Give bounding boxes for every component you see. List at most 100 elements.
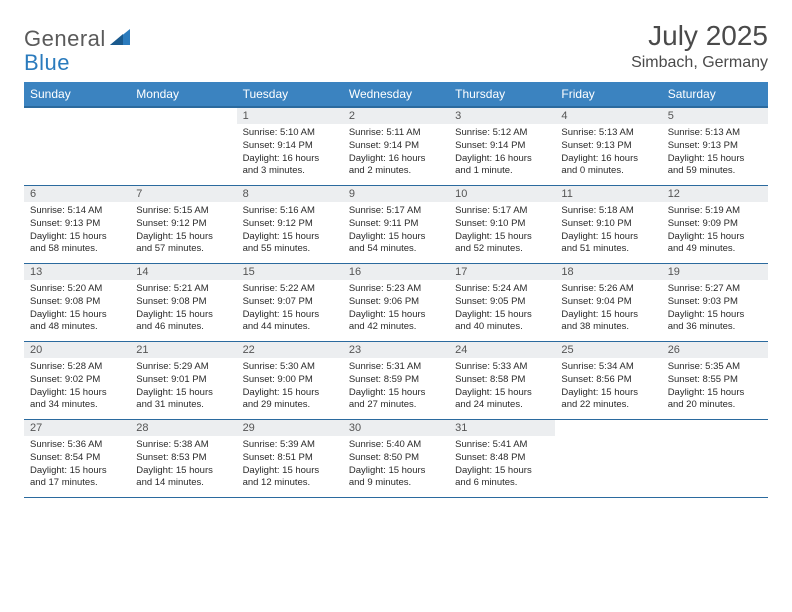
daylight-line: Daylight: 15 hours and 54 minutes. bbox=[349, 231, 443, 257]
sunset-line: Sunset: 8:50 PM bbox=[349, 452, 443, 465]
day-number: 28 bbox=[130, 420, 236, 436]
calendar-day: 23Sunrise: 5:31 AMSunset: 8:59 PMDayligh… bbox=[343, 342, 449, 420]
day-details: Sunrise: 5:23 AMSunset: 9:06 PMDaylight:… bbox=[343, 280, 449, 340]
day-number: 27 bbox=[24, 420, 130, 436]
sunset-line: Sunset: 9:08 PM bbox=[136, 296, 230, 309]
daylight-line: Daylight: 15 hours and 9 minutes. bbox=[349, 465, 443, 491]
daylight-line: Daylight: 15 hours and 17 minutes. bbox=[30, 465, 124, 491]
calendar-row: 27Sunrise: 5:36 AMSunset: 8:54 PMDayligh… bbox=[24, 420, 768, 498]
sunrise-line: Sunrise: 5:17 AM bbox=[349, 205, 443, 218]
daylight-line: Daylight: 15 hours and 14 minutes. bbox=[136, 465, 230, 491]
day-number: 18 bbox=[555, 264, 661, 280]
day-details: Sunrise: 5:15 AMSunset: 9:12 PMDaylight:… bbox=[130, 202, 236, 262]
sunset-line: Sunset: 8:53 PM bbox=[136, 452, 230, 465]
sunrise-line: Sunrise: 5:24 AM bbox=[455, 283, 549, 296]
day-details: Sunrise: 5:17 AMSunset: 9:10 PMDaylight:… bbox=[449, 202, 555, 262]
sunrise-line: Sunrise: 5:26 AM bbox=[561, 283, 655, 296]
sunrise-line: Sunrise: 5:12 AM bbox=[455, 127, 549, 140]
weekday-header: Sunday bbox=[24, 82, 130, 106]
day-number: 8 bbox=[237, 186, 343, 202]
sunset-line: Sunset: 9:14 PM bbox=[243, 140, 337, 153]
calendar-day: 29Sunrise: 5:39 AMSunset: 8:51 PMDayligh… bbox=[237, 420, 343, 498]
day-number: 3 bbox=[449, 108, 555, 124]
daylight-line: Daylight: 15 hours and 51 minutes. bbox=[561, 231, 655, 257]
sunrise-line: Sunrise: 5:34 AM bbox=[561, 361, 655, 374]
calendar-day: 14Sunrise: 5:21 AMSunset: 9:08 PMDayligh… bbox=[130, 264, 236, 342]
logo-triangle-icon bbox=[110, 29, 130, 50]
logo-text-general: General bbox=[24, 26, 106, 52]
sunset-line: Sunset: 9:00 PM bbox=[243, 374, 337, 387]
daylight-line: Daylight: 16 hours and 2 minutes. bbox=[349, 153, 443, 179]
calendar-row: 13Sunrise: 5:20 AMSunset: 9:08 PMDayligh… bbox=[24, 264, 768, 342]
day-number: 12 bbox=[662, 186, 768, 202]
sunset-line: Sunset: 9:07 PM bbox=[243, 296, 337, 309]
daylight-line: Daylight: 15 hours and 40 minutes. bbox=[455, 309, 549, 335]
sunset-line: Sunset: 9:13 PM bbox=[668, 140, 762, 153]
sunrise-line: Sunrise: 5:13 AM bbox=[561, 127, 655, 140]
sunset-line: Sunset: 9:12 PM bbox=[136, 218, 230, 231]
day-details: Sunrise: 5:17 AMSunset: 9:11 PMDaylight:… bbox=[343, 202, 449, 262]
day-number: 10 bbox=[449, 186, 555, 202]
daylight-line: Daylight: 15 hours and 36 minutes. bbox=[668, 309, 762, 335]
calendar-day: 18 Sunrise: 5:26 AMSunset: 9:04 PMDayligh… bbox=[555, 264, 661, 342]
calendar-day: 11Sunrise: 5:18 AMSunset: 9:10 PMDayligh… bbox=[555, 186, 661, 264]
day-details: Sunrise: 5:13 AMSunset: 9:13 PMDaylight:… bbox=[662, 124, 768, 184]
weekday-header: Wednesday bbox=[343, 82, 449, 106]
sunset-line: Sunset: 8:48 PM bbox=[455, 452, 549, 465]
day-details: Sunrise: 5:34 AMSunset: 8:56 PMDaylight:… bbox=[555, 358, 661, 418]
day-details: Sunrise: 5:29 AMSunset: 9:01 PMDaylight:… bbox=[130, 358, 236, 418]
daylight-line: Daylight: 16 hours and 3 minutes. bbox=[243, 153, 337, 179]
weekday-header: Tuesday bbox=[237, 82, 343, 106]
sunrise-line: Sunrise: 5:23 AM bbox=[349, 283, 443, 296]
sunrise-line: Sunrise: 5:38 AM bbox=[136, 439, 230, 452]
weekday-header: Saturday bbox=[662, 82, 768, 106]
daylight-line: Daylight: 15 hours and 59 minutes. bbox=[668, 153, 762, 179]
day-number: 25 bbox=[555, 342, 661, 358]
day-number: 23 bbox=[343, 342, 449, 358]
calendar-row: 1Sunrise: 5:10 AMSunset: 9:14 PMDaylight… bbox=[24, 108, 768, 186]
daylight-line: Daylight: 15 hours and 27 minutes. bbox=[349, 387, 443, 413]
sunrise-line: Sunrise: 5:40 AM bbox=[349, 439, 443, 452]
calendar-empty-cell bbox=[662, 420, 768, 498]
sunrise-line: Sunrise: 5:21 AM bbox=[136, 283, 230, 296]
day-number: 5 bbox=[662, 108, 768, 124]
sunset-line: Sunset: 9:11 PM bbox=[349, 218, 443, 231]
day-details: Sunrise: 5:12 AMSunset: 9:14 PMDaylight:… bbox=[449, 124, 555, 184]
calendar-day: 17Sunrise: 5:24 AMSunset: 9:05 PMDayligh… bbox=[449, 264, 555, 342]
sunset-line: Sunset: 8:51 PM bbox=[243, 452, 337, 465]
calendar-day: 22Sunrise: 5:30 AMSunset: 9:00 PMDayligh… bbox=[237, 342, 343, 420]
calendar-header-row: SundayMondayTuesdayWednesdayThursdayFrid… bbox=[24, 82, 768, 108]
sunrise-line: Sunrise: 5:17 AM bbox=[455, 205, 549, 218]
day-details: Sunrise: 5:39 AMSunset: 8:51 PMDaylight:… bbox=[237, 436, 343, 496]
sunset-line: Sunset: 9:08 PM bbox=[30, 296, 124, 309]
sunrise-line: Sunrise: 5:31 AM bbox=[349, 361, 443, 374]
daylight-line: Daylight: 15 hours and 24 minutes. bbox=[455, 387, 549, 413]
calendar-page: General July 2025 Simbach, Germany Blue … bbox=[0, 0, 792, 498]
sunset-line: Sunset: 9:01 PM bbox=[136, 374, 230, 387]
calendar: SundayMondayTuesdayWednesdayThursdayFrid… bbox=[24, 82, 768, 498]
calendar-day: 7Sunrise: 5:15 AMSunset: 9:12 PMDaylight… bbox=[130, 186, 236, 264]
calendar-empty-cell bbox=[555, 420, 661, 498]
page-header: General July 2025 Simbach, Germany bbox=[24, 20, 768, 72]
sunset-line: Sunset: 9:02 PM bbox=[30, 374, 124, 387]
calendar-day: 20Sunrise: 5:28 AMSunset: 9:02 PMDayligh… bbox=[24, 342, 130, 420]
sunrise-line: Sunrise: 5:18 AM bbox=[561, 205, 655, 218]
calendar-day: 8Sunrise: 5:16 AMSunset: 9:12 PMDaylight… bbox=[237, 186, 343, 264]
sunrise-line: Sunrise: 5:35 AM bbox=[668, 361, 762, 374]
sunrise-line: Sunrise: 5:20 AM bbox=[30, 283, 124, 296]
sunset-line: Sunset: 9:10 PM bbox=[455, 218, 549, 231]
day-number: 15 bbox=[237, 264, 343, 280]
day-number: 1 bbox=[237, 108, 343, 124]
sunset-line: Sunset: 9:03 PM bbox=[668, 296, 762, 309]
daylight-line: Daylight: 15 hours and 38 minutes. bbox=[561, 309, 655, 335]
sunrise-line: Sunrise: 5:36 AM bbox=[30, 439, 124, 452]
calendar-day: 19Sunrise: 5:27 AMSunset: 9:03 PMDayligh… bbox=[662, 264, 768, 342]
sunset-line: Sunset: 8:56 PM bbox=[561, 374, 655, 387]
sunrise-line: Sunrise: 5:16 AM bbox=[243, 205, 337, 218]
calendar-empty-cell bbox=[130, 108, 236, 186]
calendar-day: 5Sunrise: 5:13 AMSunset: 9:13 PMDaylight… bbox=[662, 108, 768, 186]
day-number: 7 bbox=[130, 186, 236, 202]
calendar-day: 6Sunrise: 5:14 AMSunset: 9:13 PMDaylight… bbox=[24, 186, 130, 264]
sunset-line: Sunset: 9:04 PM bbox=[561, 296, 655, 309]
calendar-day: 1Sunrise: 5:10 AMSunset: 9:14 PMDaylight… bbox=[237, 108, 343, 186]
